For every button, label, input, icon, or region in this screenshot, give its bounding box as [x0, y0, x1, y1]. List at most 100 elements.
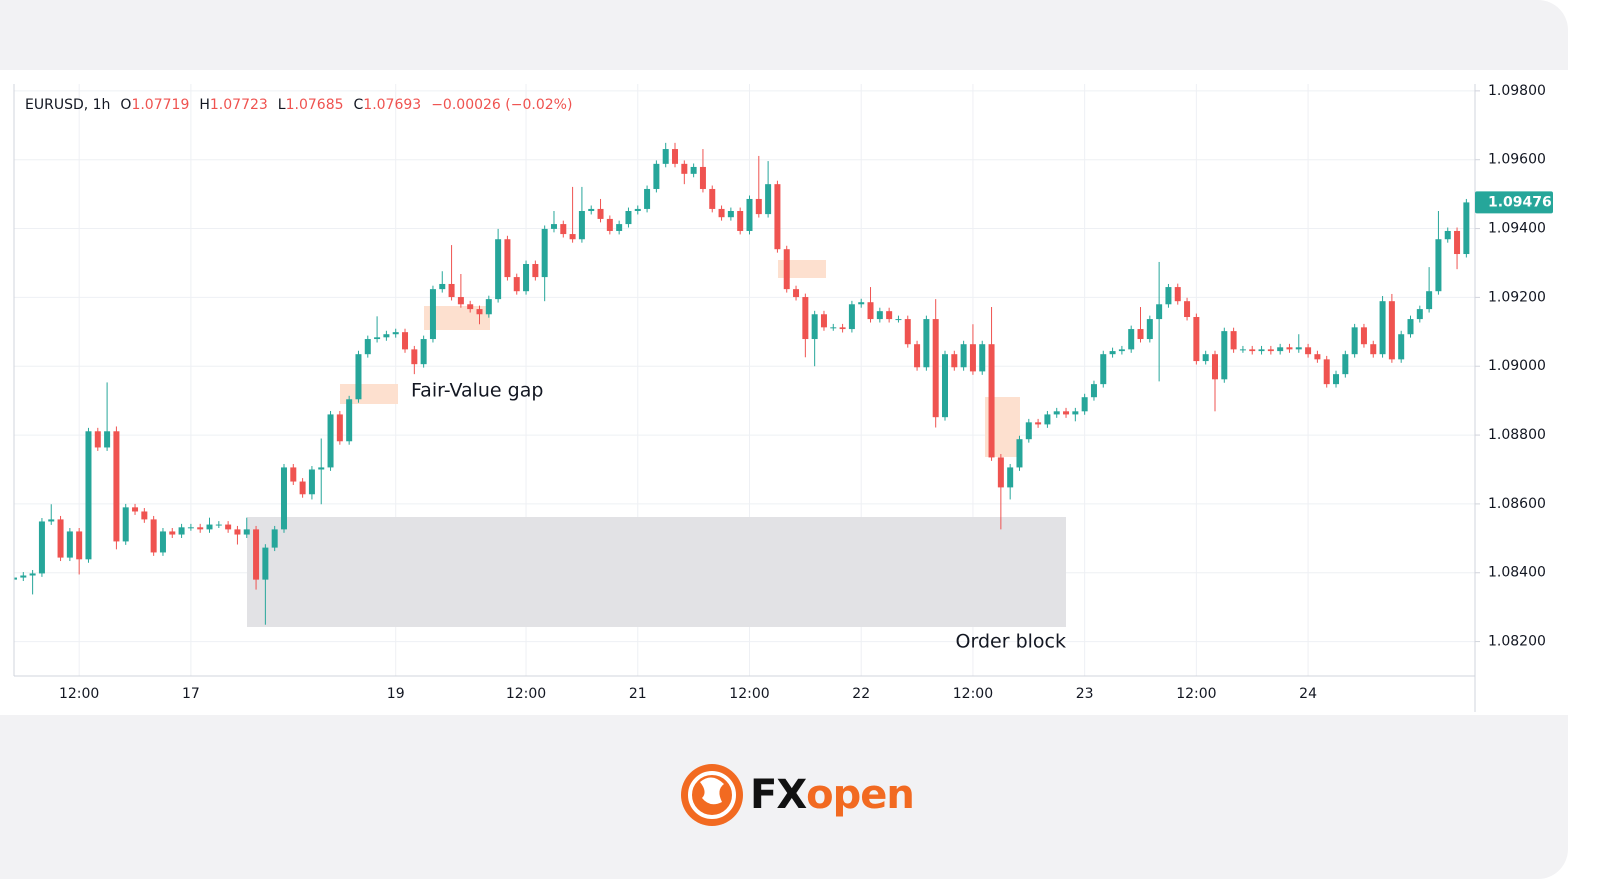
logo-text: FXopen: [750, 772, 914, 818]
x-tick-label: 12:00: [1176, 686, 1216, 702]
candle-body: [811, 314, 818, 340]
candle-body: [979, 344, 986, 372]
candle-body: [1323, 359, 1330, 385]
candle-body: [1333, 374, 1340, 385]
candle-body: [1342, 354, 1349, 375]
symbol: EURUSD, 1h: [25, 97, 110, 113]
candle-body: [1370, 344, 1377, 355]
candle-body: [1090, 384, 1097, 398]
candle-body: [1435, 239, 1442, 292]
candle-body: [1258, 349, 1265, 352]
candle-body: [793, 289, 800, 298]
candle-body: [1128, 329, 1135, 350]
candle-body: [1100, 354, 1107, 385]
candle-body: [1053, 411, 1060, 415]
fvg-zone: [340, 384, 398, 404]
candle-body: [960, 344, 967, 368]
candle-body: [1193, 317, 1200, 362]
candle-body: [1239, 349, 1246, 351]
candle-body: [383, 334, 390, 338]
logo-fx: FX: [750, 772, 807, 818]
candle-body: [66, 531, 73, 558]
candle-body: [169, 531, 176, 535]
candle-body: [132, 507, 139, 512]
candle-body: [411, 349, 418, 365]
annotation: Order block: [956, 631, 1066, 653]
ohlc-value: 1.07719: [131, 97, 189, 113]
candle-body: [1416, 309, 1423, 320]
candle-body: [299, 481, 306, 495]
candle-body: [634, 208, 641, 212]
axes: 1.09800 1.09600 1.09400 1.09200 1.09000 1.088…: [59, 83, 1553, 702]
candle-body: [1388, 301, 1395, 360]
candle-body: [420, 339, 427, 365]
candle-body: [727, 211, 734, 218]
candle-body: [662, 149, 669, 164]
candle-body: [1137, 329, 1144, 340]
candle-body: [392, 332, 399, 335]
x-tick-label: 12:00: [953, 686, 993, 702]
candle-body: [1314, 354, 1321, 360]
x-tick-label: 21: [629, 686, 647, 702]
candle-body: [504, 239, 511, 278]
candle-body: [802, 297, 809, 340]
candle-body: [578, 211, 585, 240]
candle-body: [653, 163, 660, 189]
x-tick-label: 12:00: [59, 686, 99, 702]
x-tick-label: 12:00: [729, 686, 769, 702]
candle-body: [1035, 422, 1042, 425]
candle-body: [467, 304, 474, 310]
candle-body: [271, 529, 278, 548]
candle-body: [690, 166, 697, 174]
candle-body: [429, 289, 436, 340]
candle-body: [672, 149, 679, 164]
candle-body: [1249, 349, 1256, 352]
candle-body: [876, 311, 883, 320]
candle-body: [1165, 287, 1172, 305]
candle-body: [374, 337, 381, 340]
x-tick-label: 19: [387, 686, 405, 702]
candle-body: [1109, 351, 1116, 355]
candle-body: [1305, 347, 1312, 355]
fvg-zone: [778, 260, 826, 278]
candle-body: [681, 163, 688, 174]
candle-body: [85, 431, 92, 560]
candle-body: [318, 467, 325, 470]
ohlc-key: H: [199, 97, 210, 113]
candle-body: [439, 283, 446, 290]
candle-body: [1156, 304, 1163, 320]
candle-body: [1063, 411, 1070, 415]
candle-body: [1398, 334, 1405, 360]
logo: FXopen: [681, 764, 915, 826]
y-tick-label: 1.08200: [1488, 634, 1546, 650]
candle-body: [848, 304, 855, 330]
candle-body: [932, 319, 939, 418]
candle-body: [867, 302, 874, 320]
y-tick-label: 1.08600: [1488, 496, 1546, 512]
candle-body: [737, 211, 744, 231]
candle-body: [1118, 349, 1125, 352]
candle-body: [159, 531, 166, 553]
candle-body: [1277, 347, 1284, 352]
candle-body: [1426, 291, 1433, 310]
candle-body: [280, 467, 287, 530]
y-tick-label: 1.09800: [1488, 83, 1546, 99]
candle-body: [774, 184, 781, 250]
candle-body: [94, 431, 101, 448]
candle-body: [904, 319, 911, 345]
candle-body: [783, 249, 790, 290]
candle-body: [1211, 354, 1218, 380]
candle-body: [336, 414, 343, 442]
candle-body: [495, 239, 502, 300]
candle-body: [1016, 439, 1023, 468]
candle-body: [858, 302, 865, 305]
candle-body: [1007, 467, 1014, 488]
candle-body: [997, 457, 1004, 488]
ohlc-value: 1.07723: [210, 97, 268, 113]
candle-body: [820, 314, 827, 328]
candle-body: [523, 264, 530, 292]
candles: [14, 142, 1470, 625]
candle-body: [215, 524, 222, 526]
